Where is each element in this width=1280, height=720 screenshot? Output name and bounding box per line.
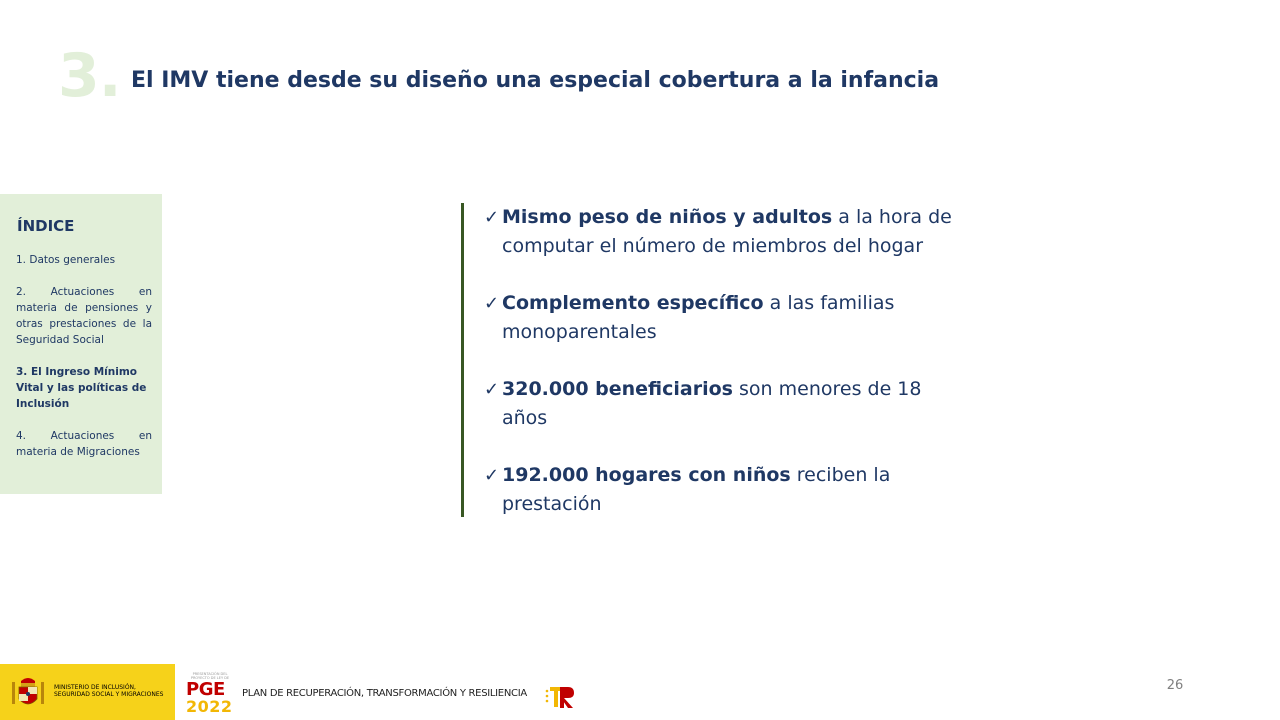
index-panel: ÍNDICE 1. Datos generales 2. Actuaciones… <box>0 194 162 494</box>
check-icon: ✓ <box>484 465 500 486</box>
check-icon: ✓ <box>484 379 500 400</box>
bullet-text: son menores de 18 años <box>502 378 922 429</box>
bullet-list: ✓ Mismo peso de niños y adultos a la hora… <box>484 203 954 547</box>
ministry-name: Ministerio de Inclusión, Seguridad Socia… <box>54 684 164 698</box>
check-icon: ✓ <box>484 293 500 314</box>
index-item-imv-current[interactable]: 3. El Ingreso Mínimo Vital y las polític… <box>16 366 147 410</box>
section-number: 3. <box>58 41 122 111</box>
index-item-migraciones[interactable]: 4. Actuaciones en materia de Migraciones <box>16 430 152 458</box>
check-icon: ✓ <box>484 207 500 228</box>
bullet-bold: 192.000 hogares con niños <box>502 464 791 486</box>
tr-logo-icon <box>545 687 574 708</box>
bullet-text: reciben la prestación <box>502 464 891 515</box>
bullet-item: ✓ Mismo peso de niños y adultos a la hora… <box>484 203 954 261</box>
bullet-item: ✓ 320.000 beneficiarios son menores de 18… <box>484 375 954 433</box>
page-number: 26 <box>1166 678 1184 693</box>
bullet-text: a las familias monoparentales <box>502 292 895 343</box>
bullet-item: ✓ 192.000 hogares con niños reciben la pr… <box>484 461 954 519</box>
index-item-datos-generales[interactable]: 1. Datos generales <box>16 254 116 266</box>
bullet-bold: Complemento específico <box>502 292 764 314</box>
bullet-text: a la hora de computar el número de miemb… <box>502 206 952 257</box>
index-item-pensiones[interactable]: 2. Actuaciones en materia de pensiones y… <box>16 286 152 346</box>
bullets-divider <box>461 203 464 517</box>
pge-caption: Presentación del Proyecto de Ley de <box>190 672 230 680</box>
bullet-item: ✓ Complemento específico a las familias m… <box>484 289 954 347</box>
pge-logo: Presentación del Proyecto de Ley de PGE … <box>186 672 234 716</box>
index-title: ÍNDICE <box>17 217 75 235</box>
coat-of-arms-icon <box>12 678 44 705</box>
bullet-bold: 320.000 beneficiarios <box>502 378 733 400</box>
recovery-plan-label: PLAN DE RECUPERACIÓN, TRANSFORMACIÓN Y R… <box>242 688 527 699</box>
pge-text: PGE <box>186 679 225 700</box>
bullet-bold: Mismo peso de niños y adultos <box>502 206 833 228</box>
ministry-logo: Ministerio de Inclusión, Seguridad Socia… <box>0 664 175 720</box>
pge-year: 2022 <box>186 697 233 716</box>
slide-title: El IMV tiene desde su diseño una especia… <box>131 68 940 93</box>
